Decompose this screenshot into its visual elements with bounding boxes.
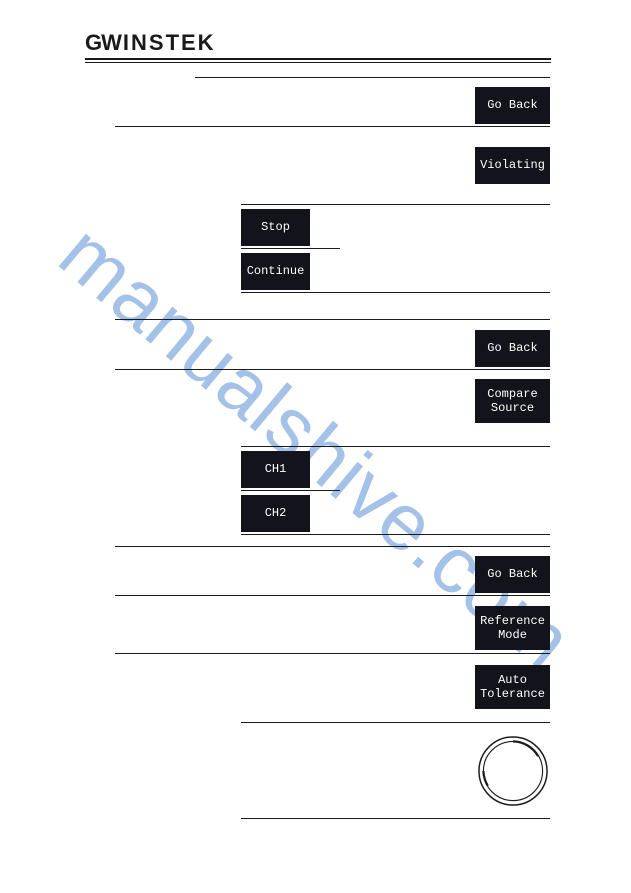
rule <box>241 292 550 293</box>
rule <box>115 653 550 654</box>
go-back-button[interactable]: Go Back <box>475 87 550 124</box>
rule <box>115 546 550 547</box>
ch2-button[interactable]: CH2 <box>241 495 310 532</box>
rule <box>241 446 550 447</box>
rule <box>241 490 340 491</box>
button-label: Go Back <box>487 341 537 355</box>
button-label: CH1 <box>265 462 287 476</box>
reference-mode-button[interactable]: ReferenceMode <box>475 606 550 650</box>
continue-button[interactable]: Continue <box>241 253 310 290</box>
rule <box>241 534 550 535</box>
button-label: Violating <box>480 158 545 172</box>
button-label: Stop <box>261 220 290 234</box>
rule <box>241 818 550 819</box>
go-back-button[interactable]: Go Back <box>475 556 550 593</box>
header-double-rule <box>85 58 551 63</box>
stop-button[interactable]: Stop <box>241 209 310 246</box>
page: manualshive.com GW INSTEK Go Back Violat… <box>0 0 631 893</box>
button-label: AutoTolerance <box>480 673 545 702</box>
logo-gw-text: GW <box>85 30 121 56</box>
brand-logo: GW INSTEK <box>85 30 216 56</box>
button-label: CH2 <box>265 506 287 520</box>
rule <box>115 369 550 370</box>
button-label: Go Back <box>487 98 537 112</box>
rule <box>241 204 550 205</box>
variable-knob-icon[interactable] <box>476 734 550 808</box>
rule <box>115 126 550 127</box>
compare-source-button[interactable]: CompareSource <box>475 379 550 423</box>
auto-tolerance-button[interactable]: AutoTolerance <box>475 665 550 709</box>
rule <box>115 319 550 320</box>
go-back-button[interactable]: Go Back <box>475 330 550 367</box>
button-label: Go Back <box>487 567 537 581</box>
button-label: Continue <box>247 264 305 278</box>
button-label: ReferenceMode <box>480 614 545 643</box>
rule <box>241 722 550 723</box>
rule <box>115 595 550 596</box>
logo-instek-text: INSTEK <box>123 30 216 56</box>
violating-button[interactable]: Violating <box>475 147 550 184</box>
rule <box>195 77 550 78</box>
button-label: CompareSource <box>487 387 537 416</box>
rule <box>241 248 340 249</box>
ch1-button[interactable]: CH1 <box>241 451 310 488</box>
